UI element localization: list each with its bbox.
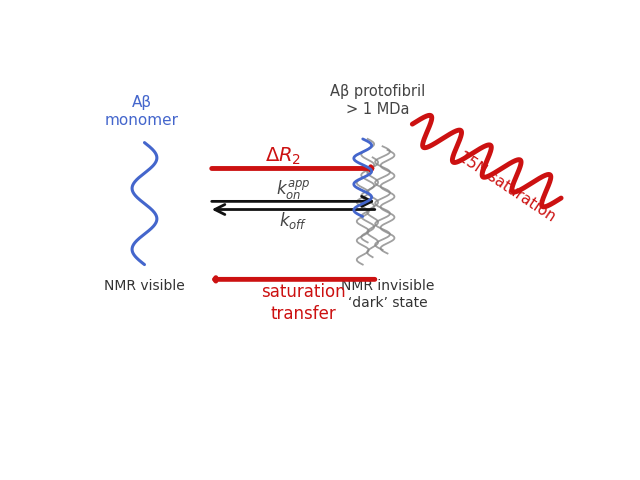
Text: Aβ protofibril
> 1 MDa: Aβ protofibril > 1 MDa [330, 84, 425, 117]
Text: $\Delta R_2$: $\Delta R_2$ [266, 145, 301, 167]
Text: Aβ
monomer: Aβ monomer [105, 96, 179, 128]
Text: saturation
transfer: saturation transfer [261, 283, 346, 323]
Text: NMR visible: NMR visible [104, 279, 185, 293]
Text: $k_{off}$: $k_{off}$ [279, 210, 307, 231]
Text: $k_{on}^{app}$: $k_{on}^{app}$ [276, 178, 310, 201]
Text: NMR invisible
‘dark’ state: NMR invisible ‘dark’ state [341, 279, 434, 310]
Text: 15N saturation: 15N saturation [455, 149, 558, 225]
